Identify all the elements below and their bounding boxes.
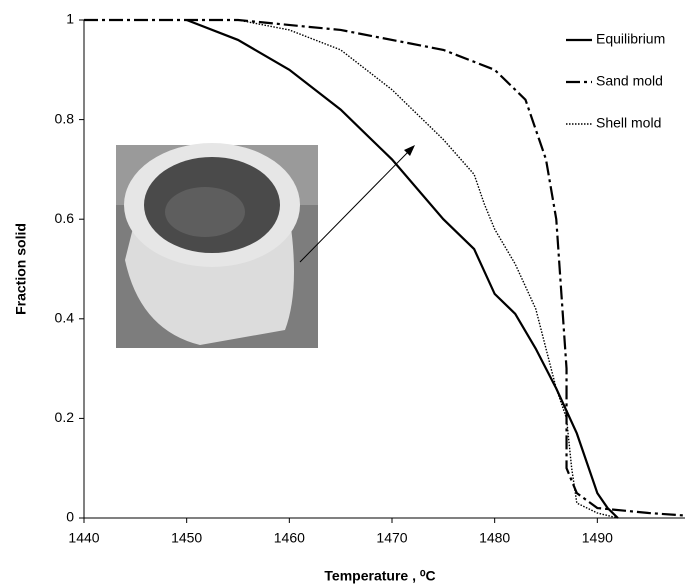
x-tick-label: 1470 [376,530,407,546]
y-tick-label: 1 [66,11,74,27]
arrow-head [404,145,415,156]
y-tick-label: 0.6 [55,210,75,226]
x-tick-label: 1480 [479,530,510,546]
legend-label: Equilibrium [596,31,665,47]
x-tick-label: 1490 [582,530,613,546]
legend-label: Shell mold [596,115,661,131]
series-line [84,18,685,517]
x-axis-title: Temperature , ⁰C [324,568,435,584]
inset-photo [116,143,318,348]
series-line [186,18,619,519]
legend-label: Sand mold [596,73,663,89]
annotation-arrow [299,149,411,263]
series-line [237,19,619,519]
y-tick-label: 0.8 [55,110,75,126]
y-axis-title: Fraction solid [13,223,29,315]
x-tick-label: 1440 [68,530,99,546]
y-tick-label: 0.4 [55,310,75,326]
x-tick-label: 1460 [274,530,305,546]
y-tick-label: 0.2 [55,409,75,425]
x-tick-label: 1450 [171,530,202,546]
y-tick-label: 0 [66,509,74,525]
